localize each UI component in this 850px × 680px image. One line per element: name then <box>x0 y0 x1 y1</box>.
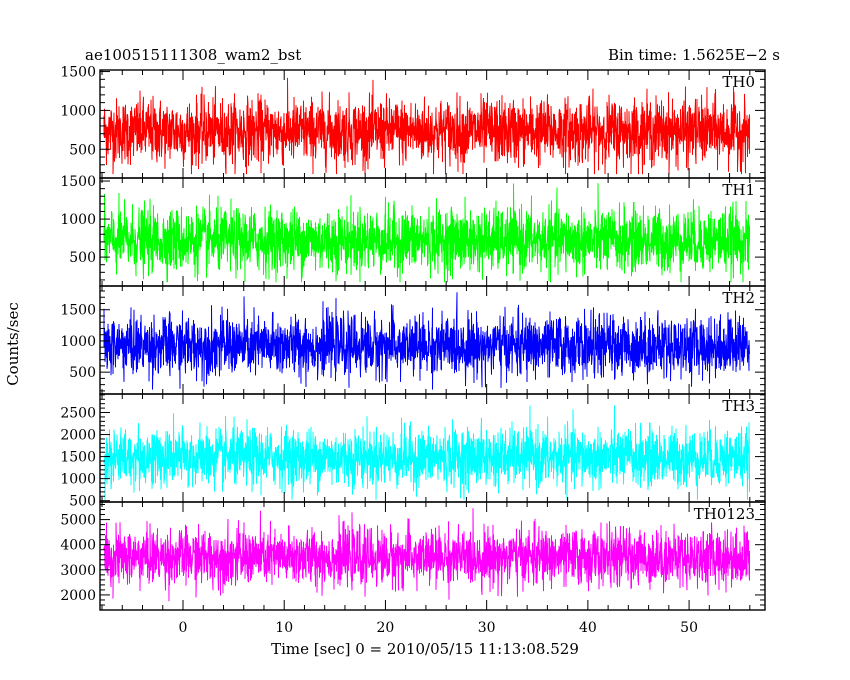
panel-label: TH2 <box>722 289 755 307</box>
x-axis: 0 10 20 30 40 50 <box>179 620 698 636</box>
bin-time-label: Bin time: 1.5625E−2 s <box>608 46 780 64</box>
x-tick-label: 20 <box>377 620 395 636</box>
series-th3 <box>103 405 750 500</box>
y-tick-label: 2000 <box>60 588 96 604</box>
y-tick-label: 500 <box>69 365 96 381</box>
panels: 500 1000 1500 TH0 500 1000 1500 TH1 500 1000 1500 T… <box>60 65 766 611</box>
y-axis-title: Counts/sec <box>4 302 22 386</box>
panel-label: TH3 <box>722 397 755 415</box>
x-tick-label: 30 <box>478 620 496 636</box>
x-tick-label: 50 <box>680 620 698 636</box>
x-axis-title: Time [sec] 0 = 2010/05/15 11:13:08.529 <box>271 640 579 658</box>
y-tick-label: 5000 <box>60 513 96 529</box>
panel-label: TH0123 <box>694 505 755 523</box>
y-tick-label: 2500 <box>60 406 96 422</box>
y-tick-label: 500 <box>69 250 96 266</box>
series-th0123 <box>103 508 750 602</box>
panel-label: TH1 <box>722 181 755 199</box>
chart-title: ae100515111308_wam2_bst <box>85 46 301 64</box>
series-th2 <box>103 292 750 390</box>
panel-th2: 500 1000 1500 TH2 <box>60 285 766 395</box>
y-tick-label: 500 <box>69 142 96 158</box>
y-tick-label: 1000 <box>60 212 96 228</box>
panel-th0123: 2000 3000 4000 5000 TH0123 <box>60 501 766 611</box>
panel-frame <box>99 501 766 611</box>
y-tick-label: 1500 <box>60 450 96 466</box>
series-th0 <box>103 77 750 175</box>
y-tick-label: 4000 <box>60 538 96 554</box>
x-tick-label: 40 <box>579 620 597 636</box>
y-tick-label: 1000 <box>60 472 96 488</box>
panel-th0: 500 1000 1500 TH0 <box>60 65 766 179</box>
panel-th3: 500 1000 1500 2000 2500 TH3 <box>60 393 766 510</box>
x-tick-label: 10 <box>275 620 293 636</box>
y-tick-label: 2000 <box>60 428 96 444</box>
y-tick-label: 1000 <box>60 103 96 119</box>
y-tick-label: 3000 <box>60 563 96 579</box>
y-tick-label: 1500 <box>60 65 96 81</box>
series-th1 <box>103 183 750 283</box>
y-tick-label: 1000 <box>60 334 96 350</box>
x-tick-label: 0 <box>179 620 188 636</box>
y-tick-label: 500 <box>69 494 96 510</box>
y-tick-label: 1500 <box>60 174 96 190</box>
panel-th1: 500 1000 1500 TH1 <box>60 174 766 287</box>
panel-label: TH0 <box>722 73 755 91</box>
y-tick-label: 1500 <box>60 303 96 319</box>
